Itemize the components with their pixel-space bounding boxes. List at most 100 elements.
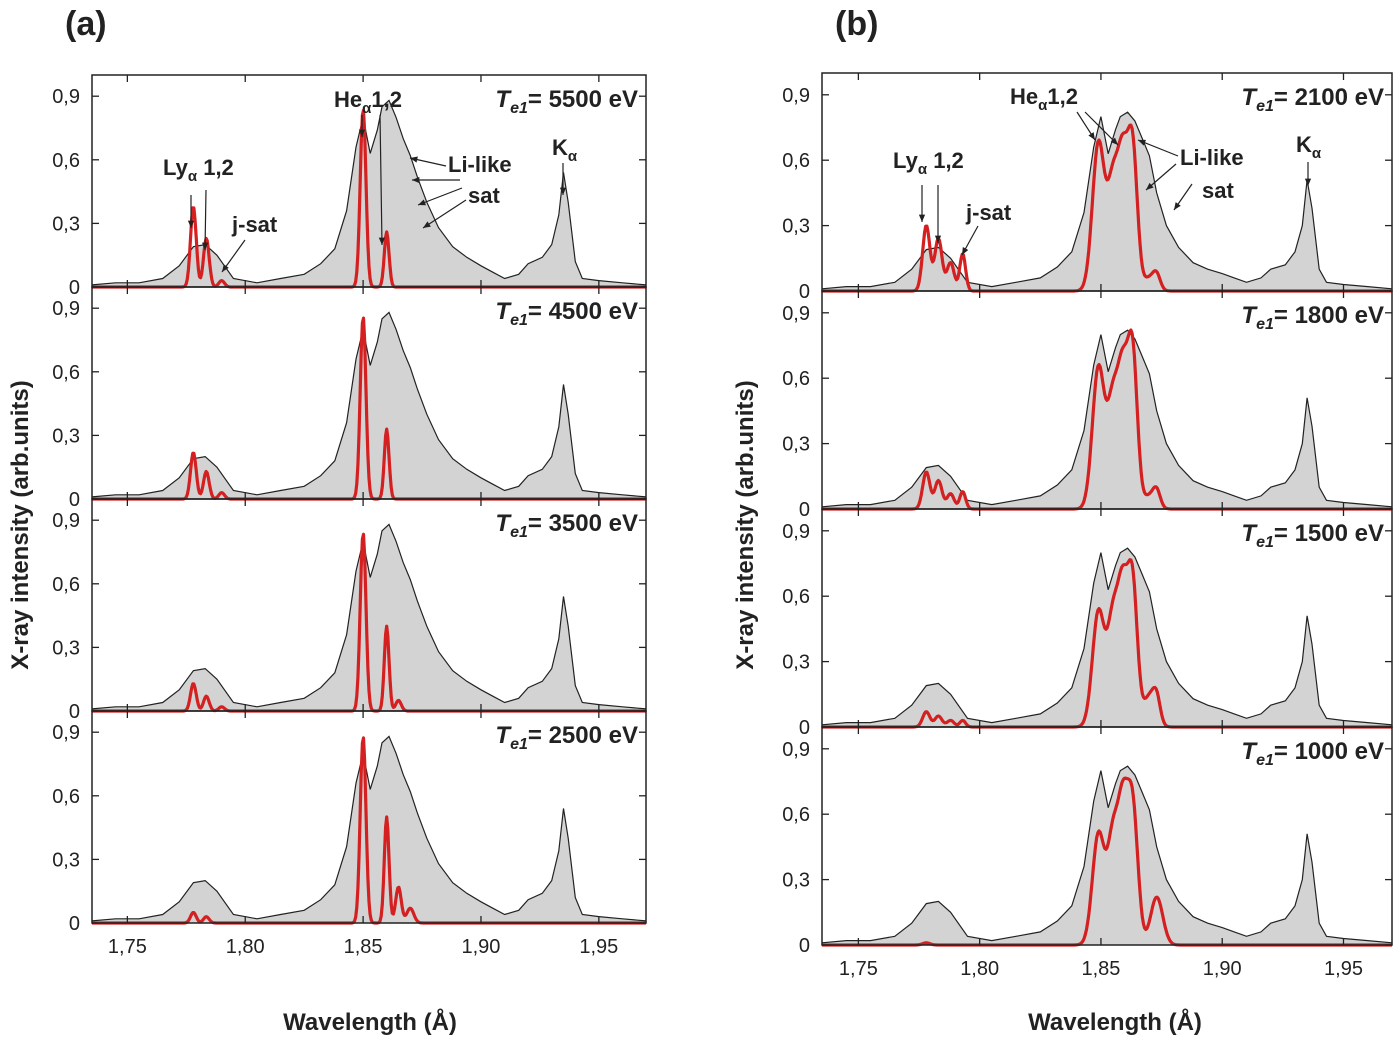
- arrow-head: [1138, 139, 1146, 146]
- experiment-line: [821, 329, 1393, 508]
- y-tick-label: 0,6: [782, 804, 810, 826]
- panel-label-a: (a): [65, 5, 107, 43]
- y-tick-label: 0,3: [782, 652, 810, 674]
- subplot-a-1: 0 0,3 0,6 0,9 Te1= 4500 eV: [52, 286, 647, 511]
- y-tick-label: 0,6: [52, 150, 80, 172]
- y-tick-label: 0,3: [52, 425, 80, 447]
- y-tick-label: 0: [799, 717, 810, 739]
- subplot-a-3: 0 0,3 0,6 0,9 Te1= 2500 eV: [52, 710, 647, 935]
- y-tick-label: 0,9: [782, 739, 810, 761]
- x-tick-label: 1,80: [960, 958, 999, 980]
- annotation-lilike-b: Li-like: [1180, 145, 1244, 170]
- y-tick-label: 0,6: [52, 362, 80, 384]
- annotation-ka-b: Kα: [1296, 132, 1322, 162]
- experiment-line: [821, 765, 1393, 944]
- y-tick-label: 0,6: [782, 150, 810, 172]
- experiment-fill: [822, 766, 1392, 945]
- y-tick-label: 0,6: [782, 368, 810, 390]
- y-tick-label: 0,3: [782, 216, 810, 238]
- x-tick-label: 1,95: [1324, 958, 1363, 980]
- annotation-arrow: [422, 199, 467, 229]
- y-tick-label: 0: [69, 913, 80, 935]
- annotation-he-b: Heα1,2: [1010, 84, 1078, 114]
- y-tick-label: 0: [69, 489, 80, 511]
- y-tick-label: 0,3: [52, 213, 80, 235]
- arrow-head: [1304, 178, 1312, 186]
- experiment-fill: [92, 312, 646, 499]
- annotation-sat-b: sat: [1202, 178, 1234, 203]
- annotation-ly-b: Lyα 1,2: [893, 148, 964, 178]
- y-tick-label: 0,9: [52, 722, 80, 744]
- experiment-fill: [92, 524, 646, 711]
- temperature-label: Te1= 3500 eV: [495, 510, 638, 541]
- y-tick-label: 0: [799, 935, 810, 957]
- y-tick-label: 0,3: [52, 849, 80, 871]
- arrow-head: [202, 242, 209, 250]
- y-tick-label: 0,9: [52, 510, 80, 532]
- temperature-label: Te1= 1500 eV: [1241, 520, 1384, 551]
- experiment-fill: [822, 548, 1392, 727]
- annotation-he-a: Heα1,2: [334, 87, 402, 117]
- experiment-line: [91, 311, 647, 498]
- experiment-fill: [92, 100, 646, 288]
- plot-frame: [821, 726, 1393, 946]
- y-axis-label-b: X-ray intensity (arb.units): [732, 380, 759, 669]
- experiment-line: [91, 99, 647, 286]
- subplot-b-1: 0 0,3 0,6 0,9 Te1= 1800 eV: [782, 290, 1393, 521]
- arrow-head: [962, 247, 969, 255]
- x-tick-label: 1,80: [226, 936, 265, 958]
- arrow-head: [187, 220, 195, 228]
- subplot-b-2: 0 0,3 0,6 0,9 Te1= 1500 eV: [782, 508, 1393, 739]
- x-tick-label: 1,90: [462, 936, 501, 958]
- annotation-ka-a: Kα: [552, 135, 578, 165]
- temperature-label: Te1= 4500 eV: [495, 298, 638, 329]
- experiment-fill: [822, 330, 1392, 509]
- annotation-jsat-b: j-sat: [965, 200, 1012, 225]
- x-axis-label-a: Wavelength (Å): [283, 1008, 457, 1036]
- arrow-head: [559, 187, 567, 195]
- experiment-line: [821, 111, 1393, 290]
- arrow-head: [1146, 182, 1154, 190]
- y-tick-label: 0,3: [782, 870, 810, 892]
- x-tick-label: 1,95: [579, 936, 618, 958]
- x-tick-label: 1,90: [1203, 958, 1242, 980]
- experiment-fill: [822, 112, 1392, 291]
- plot-frame: [91, 710, 647, 924]
- temperature-label: Te1= 1000 eV: [1241, 738, 1384, 769]
- y-tick-label: 0,9: [52, 298, 80, 320]
- y-tick-label: 0,3: [782, 434, 810, 456]
- y-tick-label: 0,3: [52, 637, 80, 659]
- y-tick-label: 0,9: [782, 85, 810, 107]
- x-tick-label: 1,85: [1081, 958, 1120, 980]
- annotation-arrow: [379, 114, 383, 246]
- y-tick-label: 0,9: [782, 521, 810, 543]
- annotation-sat-a: sat: [468, 183, 500, 208]
- arrow-head: [222, 264, 229, 272]
- annotation-arrow: [417, 187, 463, 206]
- arrow-head: [378, 237, 386, 245]
- y-tick-label: 0,9: [52, 86, 80, 108]
- y-axis-label-a: X-ray intensity (arb.units): [7, 380, 34, 669]
- annotation-jsat-a: j-sat: [231, 212, 278, 237]
- temperature-label: Te1= 5500 eV: [495, 86, 638, 117]
- arrow-head: [358, 129, 366, 137]
- arrow-head: [410, 156, 418, 163]
- temperature-label: Te1= 2100 eV: [1241, 84, 1384, 115]
- arrow-head: [1088, 132, 1095, 140]
- x-axis-label-b: Wavelength (Å): [1028, 1008, 1202, 1036]
- x-tick-label: 1,85: [344, 936, 383, 958]
- y-tick-label: 0,6: [52, 786, 80, 808]
- annotation-arrow: [204, 189, 207, 251]
- arrow-head: [918, 214, 926, 222]
- arrow-head: [1110, 137, 1118, 145]
- annotation-lilike-a: Li-like: [448, 152, 512, 177]
- experiment-line: [91, 735, 647, 922]
- y-tick-label: 0,6: [782, 586, 810, 608]
- experiment-line: [91, 523, 647, 710]
- arrow-head: [934, 235, 942, 243]
- panel-label-b: (b): [835, 5, 878, 43]
- y-tick-label: 0: [799, 281, 810, 303]
- annotation-ly-a: Lyα 1,2: [163, 155, 234, 185]
- y-tick-label: 0,6: [52, 574, 80, 596]
